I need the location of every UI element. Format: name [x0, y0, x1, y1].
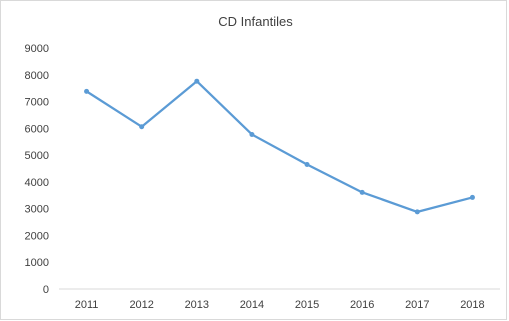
- data-point: [249, 131, 255, 137]
- y-tick-label: 1000: [25, 257, 49, 269]
- x-tick-label: 2011: [75, 299, 99, 311]
- y-tick-label: 8000: [25, 70, 49, 82]
- data-point: [469, 194, 475, 200]
- x-axis-ticks: 2011 2012 2013 2014 2015 2016 2017 2018: [75, 299, 485, 311]
- data-point: [84, 88, 90, 94]
- y-tick-label: 7000: [25, 97, 49, 109]
- x-tick-label: 2014: [240, 299, 264, 311]
- x-tick-label: 2018: [460, 299, 484, 311]
- x-tick-label: 2012: [129, 299, 153, 311]
- data-point: [359, 189, 365, 195]
- series-layer: [84, 78, 475, 215]
- y-tick-label: 4000: [25, 177, 49, 189]
- y-tick-label: 6000: [25, 123, 49, 135]
- y-tick-label: 3000: [25, 204, 49, 216]
- data-point: [139, 124, 145, 130]
- x-tick-label: 2016: [350, 299, 374, 311]
- data-point: [304, 161, 310, 167]
- x-tick-label: 2015: [295, 299, 319, 311]
- x-tick-label: 2013: [185, 299, 209, 311]
- chart-title: CD Infantiles: [218, 14, 293, 29]
- data-point: [414, 209, 420, 215]
- y-axis-ticks: 0 1000 2000 3000 4000 5000 6000 7000 8000 9000: [25, 43, 49, 296]
- data-point: [194, 78, 200, 84]
- y-tick-label: 5000: [25, 150, 49, 162]
- y-tick-label: 0: [43, 284, 49, 296]
- x-tick-label: 2017: [405, 299, 429, 311]
- y-tick-label: 9000: [25, 43, 49, 55]
- series-line: [85, 80, 473, 214]
- y-tick-label: 2000: [25, 230, 49, 242]
